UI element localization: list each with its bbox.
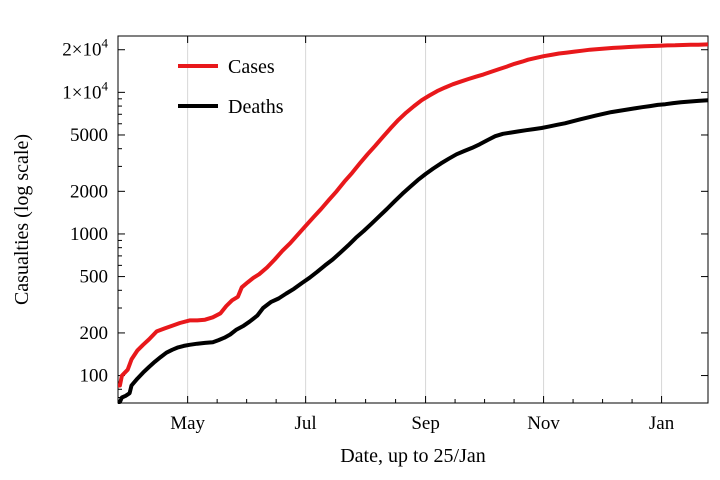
y-tick-label: 2000 [70, 181, 108, 202]
series-line-deaths [117, 98, 709, 404]
y-tick-label: 200 [80, 323, 109, 344]
legend: Cases Deaths [178, 56, 284, 118]
y-tick-label: 2×104 [62, 36, 108, 61]
x-tick-label: Jul [295, 413, 317, 434]
y-tick-label: 100 [80, 366, 109, 387]
x-tick-label: Jan [649, 413, 675, 434]
legend-label-cases: Cases [228, 56, 275, 78]
y-tick-label: 1×104 [62, 78, 108, 103]
y-tick-label: 500 [80, 267, 109, 288]
x-axis-label: Date, up to 25/Jan [340, 445, 486, 467]
legend-label-deaths: Deaths [228, 96, 284, 118]
axis-ticks: May Jul Sep Nov Jan 100 200 500 1000 2000 5000 1×10… [62, 36, 708, 434]
series-line-cases [117, 42, 709, 388]
x-tick-label: Nov [527, 413, 560, 434]
series-lines [117, 42, 709, 404]
y-tick-label: 1000 [70, 224, 108, 245]
y-tick-label: 5000 [70, 125, 108, 146]
grid-lines [187, 36, 663, 403]
x-tick-label: May [170, 413, 205, 434]
y-axis-label: Casualties (log scale) [11, 134, 33, 305]
x-tick-label: Sep [411, 413, 440, 434]
plot-frame [117, 35, 709, 404]
